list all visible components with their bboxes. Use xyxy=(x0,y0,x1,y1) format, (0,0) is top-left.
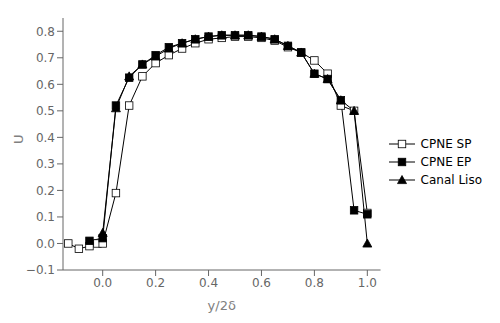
svg-text:0.6: 0.6 xyxy=(252,276,271,290)
svg-text:0.8: 0.8 xyxy=(305,276,324,290)
svg-text:0.2: 0.2 xyxy=(36,184,55,198)
svg-text:0.8: 0.8 xyxy=(36,25,55,39)
svg-text:0.0: 0.0 xyxy=(93,276,112,290)
svg-text:0.4: 0.4 xyxy=(199,276,218,290)
svg-text:0.1: 0.1 xyxy=(36,210,55,224)
svg-text:−0.1: −0.1 xyxy=(26,263,55,277)
svg-text:0.5: 0.5 xyxy=(36,104,55,118)
svg-text:1.0: 1.0 xyxy=(358,276,377,290)
svg-text:0.0: 0.0 xyxy=(36,237,55,251)
html-text:CPNE SP: CPNE SP xyxy=(420,136,472,151)
svg-text:0.6: 0.6 xyxy=(36,78,55,92)
svg-text:0.2: 0.2 xyxy=(146,276,165,290)
svg-text:U: U xyxy=(11,134,26,144)
html-text:CPNE EP: CPNE EP xyxy=(420,154,472,169)
svg-text:0.3: 0.3 xyxy=(36,157,55,171)
svg-text:0.4: 0.4 xyxy=(36,131,55,145)
svg-text:0.7: 0.7 xyxy=(36,51,55,65)
html-text:Canal Liso: Canal Liso xyxy=(420,172,482,187)
svg-text:y/2δ: y/2δ xyxy=(208,298,236,313)
